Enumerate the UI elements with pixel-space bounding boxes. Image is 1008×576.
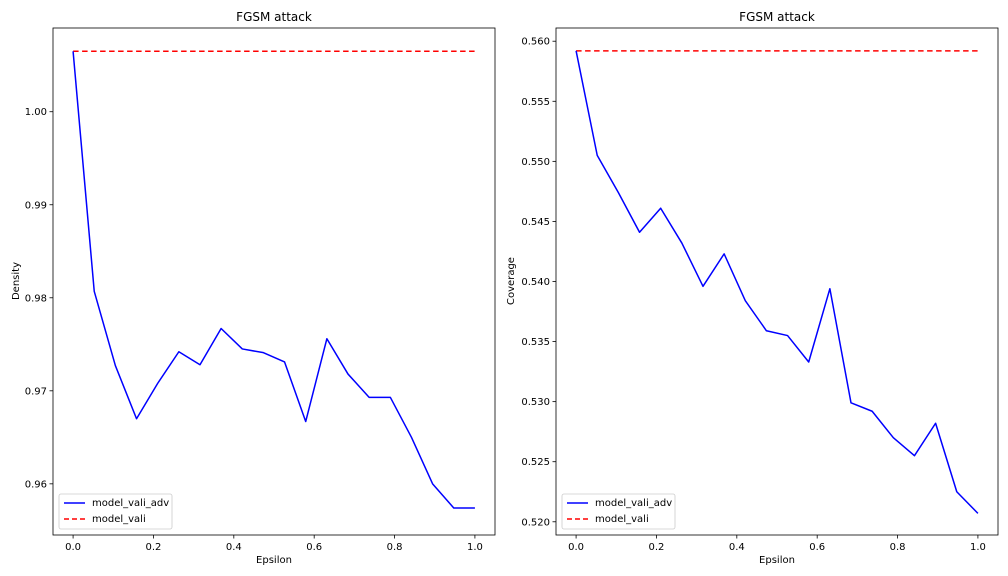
y-tick-label-coverage: 0.545 [521, 217, 550, 228]
x-ticks-coverage: 0.0 0.2 0.4 0.6 0.8 1.0 [568, 535, 986, 553]
plot-area-coverage [556, 28, 998, 535]
x-tick-label-density: 0.0 [65, 542, 81, 553]
series-line-model-vali-adv-coverage [575, 50, 979, 514]
y-tick-label-density: 0.99 [25, 200, 47, 211]
y-tick-label-coverage: 0.530 [521, 397, 550, 408]
y-ticks-coverage: 0.520 0.525 0.530 0.535 0.540 0.545 0.550 0.555… [521, 37, 556, 528]
legend-label-model-vali-coverage: model_vali [595, 514, 649, 525]
plot-frame-density [52, 27, 496, 536]
y-tick-label-coverage: 0.540 [521, 277, 550, 288]
x-tick-label-density: 0.2 [146, 542, 162, 553]
x-tick-label-coverage: 0.2 [649, 542, 665, 553]
chart-title-density: FGSM attack [236, 10, 312, 24]
x-tick-label-density: 0.4 [226, 542, 242, 553]
y-tick-label-coverage: 0.525 [521, 457, 550, 468]
legend-box-coverage [561, 493, 676, 530]
y-axis-label-density: Density [11, 262, 22, 300]
legend-label-model-vali-adv-density: model_vali_adv [92, 498, 169, 509]
y-tick-label-density: 1.00 [25, 107, 47, 118]
y-tick-label-density: 0.97 [25, 386, 47, 397]
y-tick-label-coverage: 0.535 [521, 337, 550, 348]
plot-area-density [53, 28, 495, 535]
y-tick-label-density: 0.98 [25, 293, 47, 304]
y-tick-label-coverage: 0.555 [521, 97, 550, 108]
x-tick-label-density: 0.6 [306, 542, 322, 553]
legend-label-model-vali-density: model_vali [92, 514, 146, 525]
y-axis-label-coverage: Coverage [506, 257, 517, 305]
y-tick-label-coverage: 0.550 [521, 157, 550, 168]
chart-density: FGSM attack Epsilon Density 0.0 0.2 0.4 0.6… [11, 10, 496, 566]
x-tick-label-coverage: 0.6 [809, 542, 825, 553]
legend-box-density [58, 493, 173, 530]
x-tick-label-coverage: 0.4 [729, 542, 745, 553]
chart-title-coverage: FGSM attack [739, 10, 815, 24]
x-tick-label-coverage: 0.8 [890, 542, 906, 553]
y-tick-label-coverage: 0.560 [521, 37, 550, 48]
x-axis-label-density: Epsilon [256, 555, 292, 566]
y-ticks-density: 0.96 0.97 0.98 0.99 1.00 [25, 107, 53, 490]
series-line-model-vali-adv-density [72, 51, 475, 509]
legend-coverage: model_vali_adv model_vali [561, 493, 676, 530]
chart-coverage: FGSM attack Epsilon Coverage 0.0 0.2 0.4 0.… [506, 10, 999, 566]
plot-frame-coverage [555, 27, 999, 536]
y-tick-label-density: 0.96 [25, 479, 47, 490]
series-layer-density [72, 50, 475, 509]
legend-label-model-vali-adv-coverage: model_vali_adv [595, 498, 672, 509]
x-tick-label-coverage: 0.0 [568, 542, 584, 553]
x-tick-label-density: 1.0 [467, 542, 483, 553]
x-tick-label-density: 0.8 [387, 542, 403, 553]
y-tick-label-coverage: 0.520 [521, 517, 550, 528]
x-tick-label-coverage: 1.0 [970, 542, 986, 553]
x-ticks-density: 0.0 0.2 0.4 0.6 0.8 1.0 [65, 535, 483, 553]
series-layer-coverage [575, 50, 979, 514]
x-axis-label-coverage: Epsilon [759, 555, 795, 566]
legend-density: model_vali_adv model_vali [58, 493, 173, 530]
